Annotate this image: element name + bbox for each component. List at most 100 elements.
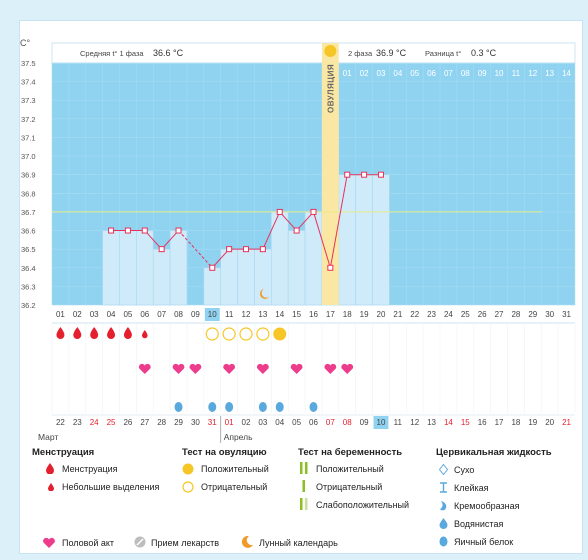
calendar-date-label: 28 xyxy=(157,418,166,427)
y-tick-label: 36.2 xyxy=(21,301,36,310)
day-label: 24 xyxy=(444,310,453,319)
day-label: 16 xyxy=(309,310,318,319)
legend-pregnancy-weak: Слабоположительный xyxy=(316,500,410,510)
calendar-date-label: 23 xyxy=(73,418,82,427)
day-label: 10 xyxy=(208,310,217,319)
blood-drop-icon xyxy=(46,463,54,474)
calendar-date-label: 22 xyxy=(56,418,65,427)
day-label: 08 xyxy=(174,310,183,319)
temperature-bar xyxy=(220,248,238,306)
current-day-highlight xyxy=(204,308,220,321)
fluid-creamy-icon xyxy=(440,501,447,511)
legend-spotting: Небольшие выделения xyxy=(62,482,160,492)
temperature-bar xyxy=(372,174,390,306)
temperature-point xyxy=(259,246,266,253)
day-label: 11 xyxy=(225,310,234,319)
temperature-bar xyxy=(287,230,306,306)
fluid-egg-white-icon xyxy=(275,402,284,412)
month-label: Апрель xyxy=(224,432,253,442)
calendar-date-label: 17 xyxy=(495,418,504,427)
legend-fluid-watery: Водянистая xyxy=(454,519,504,529)
phase2-day-label: 12 xyxy=(528,69,537,78)
calendar-date-label: 11 xyxy=(394,418,403,427)
heart-icon xyxy=(341,363,354,374)
day-label: 09 xyxy=(191,310,200,319)
temperature-point xyxy=(327,264,334,271)
temperature-line xyxy=(144,230,163,250)
phase2-day-label: 07 xyxy=(444,69,453,78)
legend-pregnancy-negative: Отрицательный xyxy=(316,482,383,492)
legend-fluid-dry: Сухо xyxy=(454,465,475,475)
day-label: 25 xyxy=(461,310,470,319)
y-tick-label: 37.0 xyxy=(21,152,36,161)
calendar-date-label: 25 xyxy=(107,418,116,427)
phase2-day-label: 05 xyxy=(410,69,419,78)
day-label: 01 xyxy=(56,310,65,319)
y-tick-label: 36.5 xyxy=(21,245,36,254)
day-label: 07 xyxy=(157,310,166,319)
calendar-date-label: 26 xyxy=(123,418,132,427)
calendar-date-label: 04 xyxy=(275,418,284,427)
legend-lunar: Лунный календарь xyxy=(259,538,338,548)
temperature-point xyxy=(158,246,165,253)
heart-icon xyxy=(172,363,185,374)
calendar-date-label: 31 xyxy=(208,418,217,427)
temperature-bar xyxy=(304,211,323,306)
y-tick-label: 36.9 xyxy=(21,171,36,180)
legend-fluid-title: Цервикальная жидкость xyxy=(436,447,552,458)
calendar-date-label: 21 xyxy=(562,418,571,427)
pregnancy-positive-icon xyxy=(300,462,308,474)
day-label: 22 xyxy=(410,310,419,319)
heart-icon xyxy=(324,363,337,374)
ovulation-positive-icon xyxy=(182,463,194,475)
blood-drop-icon xyxy=(56,327,65,339)
y-tick-label: 37.2 xyxy=(21,115,36,124)
temperature-point xyxy=(243,246,250,253)
calendar-date-label: 09 xyxy=(360,418,369,427)
blood-drop-icon xyxy=(123,327,132,339)
calendar-date-label: 20 xyxy=(545,418,554,427)
day-label: 26 xyxy=(478,310,487,319)
y-tick-label: 36.6 xyxy=(21,227,36,236)
calendar-date-label: 05 xyxy=(292,418,301,427)
heart-icon xyxy=(189,363,202,374)
calendar-date-label: 01 xyxy=(225,418,234,427)
temperature-point xyxy=(310,208,317,215)
calendar-date-label: 24 xyxy=(90,418,99,427)
bbt-chart: C° 37.5 37.4 37.3 37.2 37.1 37.0 36.9 36.8 36.7 36… xyxy=(20,38,576,443)
phase2-day-label: 13 xyxy=(545,69,554,78)
heart-icon xyxy=(223,363,236,374)
diff-label: Разница t° xyxy=(425,49,461,58)
small-drop-icon xyxy=(48,483,54,491)
temperature-bar xyxy=(119,230,137,306)
blood-drop-icon xyxy=(73,327,82,339)
legend-ovulation-positive: Положительный xyxy=(201,464,269,474)
ovulation-positive-icon xyxy=(273,327,287,341)
legend-intercourse: Половой акт xyxy=(62,538,115,548)
calendar-date-label: 03 xyxy=(258,418,267,427)
day-label: 20 xyxy=(377,310,386,319)
day-label: 04 xyxy=(107,310,116,319)
y-tick-label: 36.3 xyxy=(21,282,36,291)
diff-value: 0.3 °C xyxy=(471,48,497,58)
temperature-line xyxy=(178,230,213,269)
y-tick-label: 36.7 xyxy=(21,208,36,217)
ovulation-negative-icon xyxy=(222,327,236,341)
fluid-dry-icon xyxy=(439,464,448,475)
fluid-egg-white-icon xyxy=(225,402,234,412)
blood-drop-icon xyxy=(90,327,99,339)
calendar-date-label: 06 xyxy=(309,418,318,427)
legend-fluid-sticky: Клейкая xyxy=(454,483,489,493)
month-label: Март xyxy=(38,432,58,442)
day-label: 06 xyxy=(140,310,149,319)
ovulation-negative-icon xyxy=(239,327,253,341)
temperature-point xyxy=(124,227,131,234)
ovulation-negative-icon xyxy=(205,327,219,341)
ovulation-label: ОВУЛЯЦИЯ xyxy=(326,64,335,113)
legend-menstruation: Менструация xyxy=(62,464,118,474)
fluid-egg-white-icon xyxy=(174,402,183,412)
day-label: 17 xyxy=(326,310,335,319)
phase2-day-label: 10 xyxy=(495,69,504,78)
calendar-date-label: 12 xyxy=(410,418,419,427)
calendar-date-label: 29 xyxy=(174,418,183,427)
